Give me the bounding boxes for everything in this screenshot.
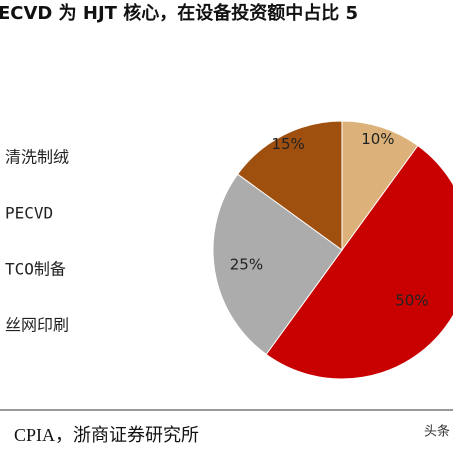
legend-label: PECVD [5, 204, 53, 223]
slice-label: 25% [230, 256, 263, 274]
legend-label: 丝网印刷 [5, 316, 69, 335]
source: CPIA，浙商证券研究所 [14, 425, 199, 445]
pie-slice [341, 120, 419, 252]
watermark: 头条 [424, 424, 450, 440]
slice-label: 10% [361, 130, 394, 148]
slice-label: 15% [271, 135, 304, 153]
pie-slice [236, 120, 343, 251]
legend-label: TCO制备 [5, 260, 66, 279]
pie-slice [265, 144, 453, 380]
slice-label: 50% [395, 291, 428, 309]
pie-slice [212, 173, 343, 356]
chart-title: ECVD 为 HJT 核心，在设备投资额中占比 5 [0, 2, 358, 24]
legend-label: 清洗制绒 [5, 148, 69, 167]
